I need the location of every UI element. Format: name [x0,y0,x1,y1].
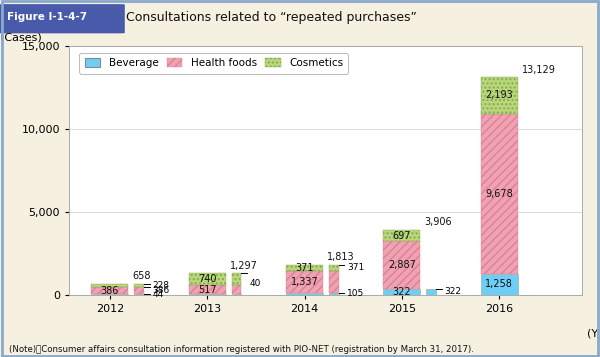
Text: 322: 322 [392,287,411,297]
Text: 13,129: 13,129 [521,65,556,75]
Bar [134,294,144,295]
Bar [481,274,518,295]
Bar [189,294,226,295]
Bar [232,273,241,285]
Text: 3,906: 3,906 [424,217,452,227]
Text: 1,813: 1,813 [327,252,355,262]
Text: 44: 44 [153,290,164,299]
Bar [383,230,421,241]
Bar [232,285,241,294]
Bar [91,284,128,287]
Bar [286,293,323,295]
Bar [91,287,128,294]
Text: 9,678: 9,678 [485,189,513,199]
Text: Consultations related to “repeated purchases”: Consultations related to “repeated purch… [126,11,417,24]
Bar [134,287,144,294]
Text: 322: 322 [445,287,462,296]
Bar [232,294,241,295]
Text: 386: 386 [153,286,170,295]
Text: 1,337: 1,337 [290,277,319,287]
Text: 1,258: 1,258 [485,279,513,289]
Text: 371: 371 [347,263,365,272]
Text: (Cases): (Cases) [0,33,41,43]
Text: 517: 517 [198,285,217,295]
Bar [329,265,338,271]
Text: 371: 371 [295,263,314,273]
Text: 1,297: 1,297 [230,261,257,271]
Bar [189,285,226,294]
Text: 2,193: 2,193 [485,90,513,100]
Legend: Beverage, Health foods, Cosmetics: Beverage, Health foods, Cosmetics [79,53,348,74]
Text: 40: 40 [250,279,262,288]
Bar [286,271,323,293]
Bar [189,273,226,285]
Text: 2,887: 2,887 [388,260,416,270]
FancyBboxPatch shape [0,4,125,33]
Bar [329,271,338,293]
Bar [134,284,144,287]
Bar [481,77,518,114]
Bar [286,265,323,271]
Bar [426,289,436,295]
Bar [91,294,128,295]
Text: 386: 386 [101,286,119,296]
Text: 105: 105 [347,289,365,298]
Text: (Note)　Consumer affairs consultation information registered with PIO-NET (regist: (Note) Consumer affairs consultation inf… [9,345,474,354]
Text: 740: 740 [198,274,217,284]
Bar [481,114,518,274]
Text: (Y): (Y) [587,328,600,338]
Bar [329,293,338,295]
Bar [383,289,421,295]
Text: Figure Ⅰ-1-4-7: Figure Ⅰ-1-4-7 [7,12,88,22]
Bar [383,241,421,289]
Text: 658: 658 [132,271,151,281]
Text: 228: 228 [153,281,170,290]
Text: 697: 697 [392,231,411,241]
